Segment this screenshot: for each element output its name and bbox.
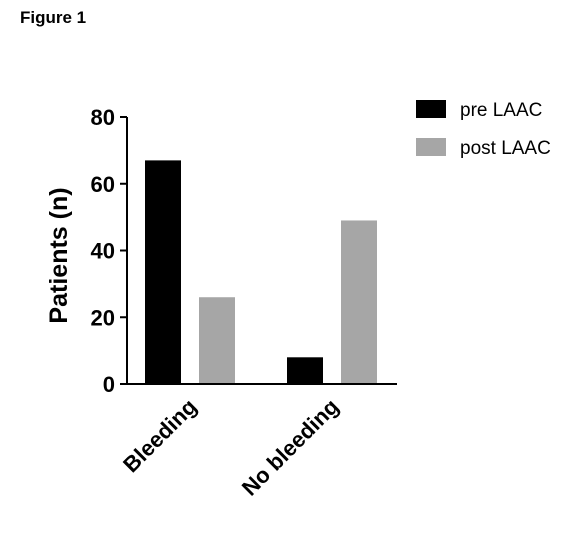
bar-bleeding-pre-laac bbox=[145, 160, 181, 384]
x-tick-label: Bleeding bbox=[118, 394, 201, 477]
legend-swatch bbox=[416, 100, 446, 118]
y-tick-label: 80 bbox=[91, 105, 115, 130]
legend-label: post LAAC bbox=[460, 138, 551, 159]
y-tick-label: 40 bbox=[91, 239, 115, 264]
legend-swatch bbox=[416, 138, 446, 156]
y-tick-label: 0 bbox=[103, 372, 115, 397]
y-tick-label: 60 bbox=[91, 172, 115, 197]
legend-label: pre LAAC bbox=[460, 100, 542, 121]
y-axis-label: Patients (n) bbox=[45, 187, 73, 323]
figure-label: Figure 1 bbox=[20, 8, 87, 27]
legend: pre LAAC post LAAC bbox=[416, 100, 551, 159]
bars-group bbox=[145, 160, 377, 384]
bar-bleeding-post-laac bbox=[199, 297, 235, 384]
x-tick-label: No bleeding bbox=[237, 394, 344, 501]
bar-no-bleeding-post-laac bbox=[341, 220, 377, 384]
bar-no-bleeding-pre-laac bbox=[287, 357, 323, 384]
y-tick-label: 20 bbox=[91, 305, 115, 330]
